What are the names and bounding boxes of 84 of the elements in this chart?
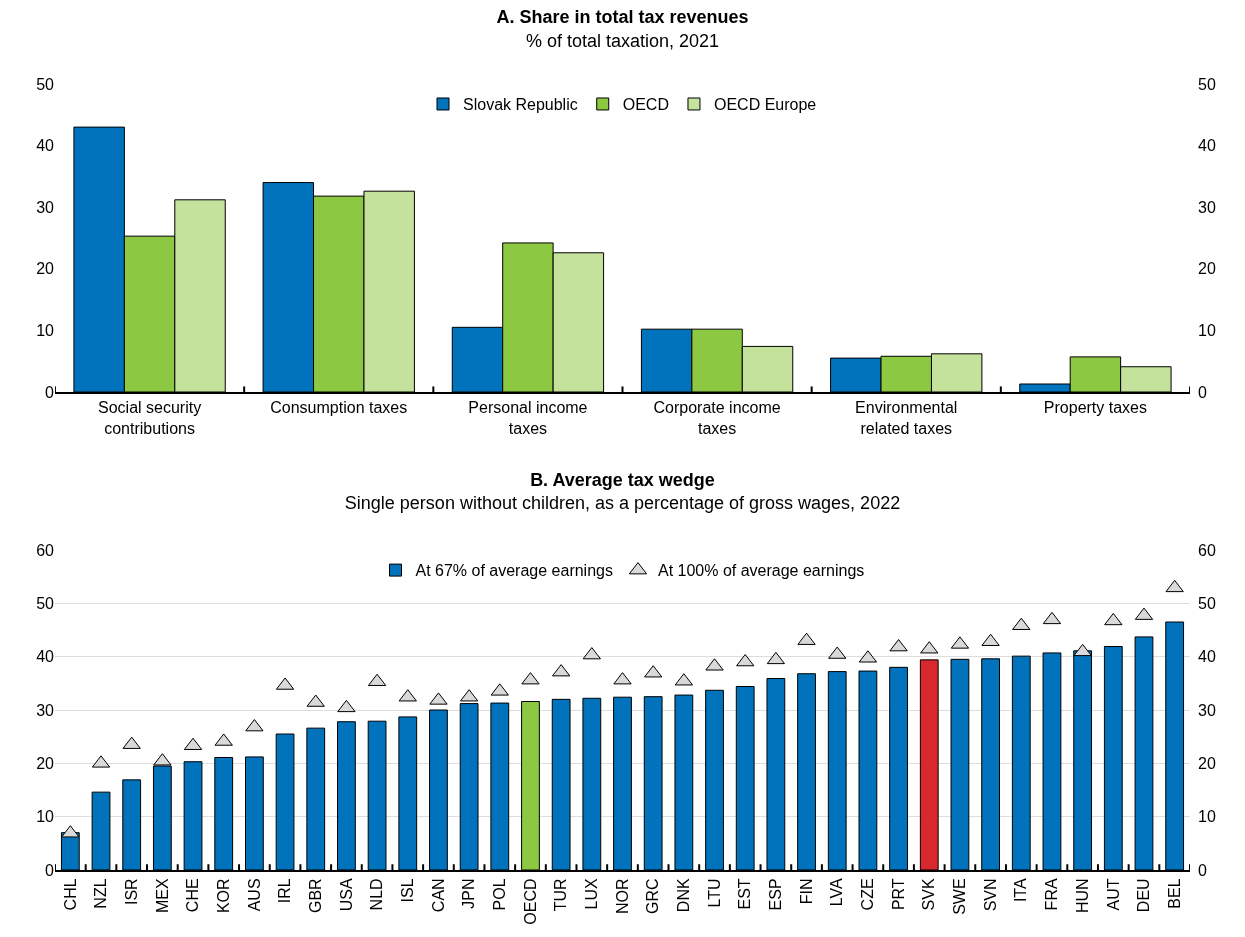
point: [1073, 643, 1092, 657]
y-tick-label: 10: [36, 808, 55, 826]
x-tick-label: LVA: [828, 878, 846, 907]
y2-tick-label: 50: [1198, 76, 1216, 93]
x-tick-label: Environmental related taxes: [855, 399, 958, 437]
y2-tick-label: 10: [1198, 322, 1216, 339]
x-tick-label: FIN: [797, 878, 815, 905]
y2-tick-label: 40: [1198, 648, 1216, 665]
y2-tick-label: 0: [1198, 862, 1207, 879]
x-tick-label: MEX: [153, 878, 171, 914]
x-tick-label: IRL: [276, 878, 294, 904]
y2-tick-label: 10: [1198, 808, 1216, 825]
x-tick-label: JPN: [460, 878, 478, 909]
legend-label: At 100% of average earnings: [657, 562, 865, 580]
x-tick-label: SVK: [920, 878, 938, 911]
x-tick-label: SWE: [951, 878, 969, 915]
y-tick-label: 40: [36, 137, 55, 155]
y-tick-label: 20: [36, 754, 55, 772]
x-tick-label: Property taxes: [1043, 399, 1147, 417]
y2-tick-label: 30: [1198, 702, 1216, 719]
x-tick-label: CAN: [429, 878, 447, 913]
point: [1165, 579, 1184, 593]
point: [766, 651, 786, 665]
legend-label: OECD Europe: [713, 96, 817, 114]
x-tick-label: ITA: [1012, 878, 1030, 903]
x-tick-label: LUX: [583, 878, 601, 910]
x-tick-label: NZL: [92, 878, 110, 909]
x-tick-label: NLD: [368, 878, 386, 911]
x-tick-label: AUT: [1104, 878, 1122, 911]
x-tick-label: ISL: [398, 878, 416, 903]
x-tick-label: AUS: [245, 878, 263, 912]
y2-tick-label: 0: [1198, 384, 1207, 401]
point: [1042, 611, 1062, 625]
x-tick-label: HUN: [1073, 878, 1091, 914]
y-tick-label: 30: [36, 198, 55, 216]
x-tick-label: BEL: [1165, 878, 1183, 909]
legend-label: At 67% of average earnings: [415, 562, 613, 580]
x-tick-label: Consumption taxes: [270, 399, 408, 417]
x-tick-label: PRT: [889, 878, 907, 911]
x-tick-label: CHE: [184, 878, 202, 913]
x-tick-label: Personal income taxes: [468, 399, 588, 437]
x-tick-label: OECD: [521, 878, 539, 925]
legend-label: OECD: [622, 96, 669, 114]
x-tick-label: ESP: [767, 878, 785, 911]
y2-tick-label: 20: [1198, 260, 1216, 277]
y2-tick-label: 30: [1198, 199, 1216, 216]
x-tick-label: GRC: [644, 878, 662, 914]
x-tick-label: DEU: [1135, 878, 1153, 913]
y-tick-label: 0: [45, 383, 55, 401]
x-tick-label: LTU: [705, 878, 723, 908]
x-tick-label: SVN: [981, 878, 999, 912]
y-tick-label: 60: [36, 541, 55, 559]
x-tick-label: FRA: [1043, 878, 1061, 911]
x-tick-label: CZE: [859, 878, 877, 911]
chart-subtitle: % of total taxation, 2021: [525, 30, 720, 51]
chart-title: A. Share in total tax revenues: [496, 7, 749, 28]
point: [1104, 612, 1123, 626]
y-tick-label: 20: [36, 260, 55, 278]
x-tick-label: USA: [337, 878, 355, 912]
x-tick-label: POL: [491, 878, 508, 911]
x-tick-label: KOR: [214, 878, 232, 914]
x-tick-label: TUR: [552, 878, 570, 912]
x-tick-label: Corporate income taxes: [653, 399, 781, 437]
legend-label: Slovak Republic: [463, 96, 578, 114]
point: [337, 699, 356, 713]
x-tick-label: CHL: [61, 878, 79, 911]
x-tick-label: DNK: [675, 878, 693, 913]
y-tick-label: 50: [36, 594, 55, 612]
y-tick-label: 40: [36, 648, 55, 666]
x-tick-label: Social security contributions: [98, 399, 202, 437]
chart-title: B. Average tax wedge: [530, 469, 715, 490]
y2-tick-label: 60: [1198, 542, 1216, 559]
chart-subtitle: Single person without children, as a percentage of gross wages, 2022: [344, 493, 901, 514]
y-tick-label: 30: [36, 701, 55, 719]
y2-tick-label: 40: [1198, 137, 1216, 154]
x-tick-label: ISR: [122, 878, 140, 906]
x-tick-label: EST: [736, 878, 754, 910]
y-tick-label: 0: [45, 861, 55, 879]
x-tick-label: GBR: [306, 878, 324, 914]
x-tick-label: NOR: [613, 878, 631, 914]
y-tick-label: 10: [36, 322, 55, 339]
y2-tick-label: 20: [1198, 755, 1216, 772]
y2-tick-label: 50: [1198, 595, 1216, 612]
y-tick-label: 50: [36, 75, 55, 93]
